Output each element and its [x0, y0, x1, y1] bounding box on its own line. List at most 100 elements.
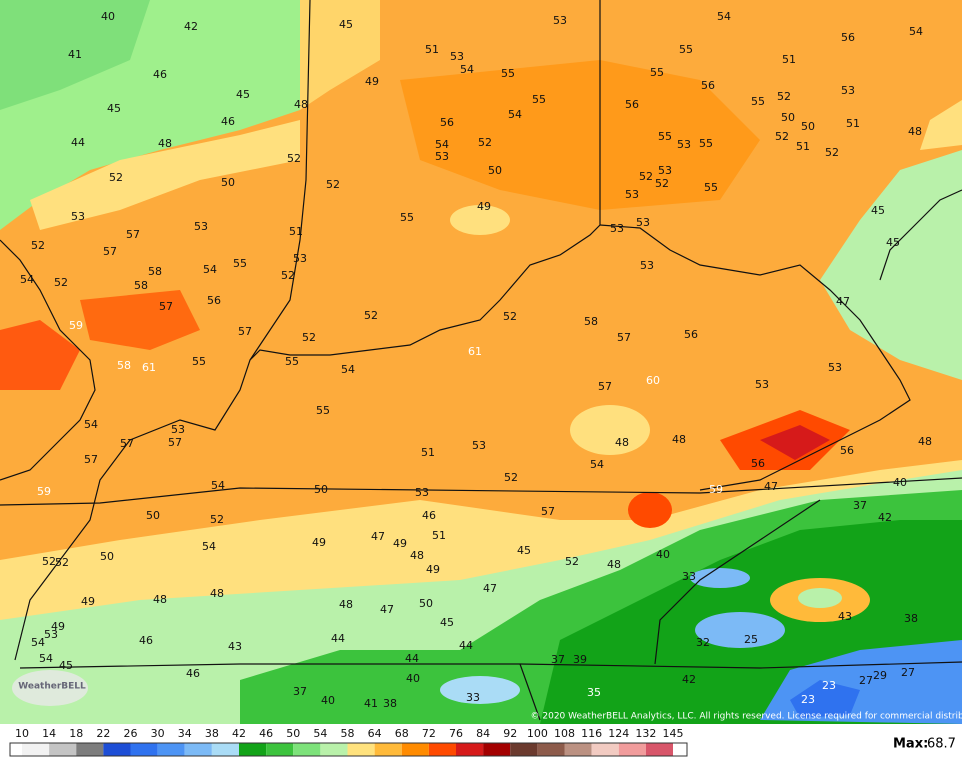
map-value-label: 49 — [477, 200, 491, 213]
mild-area — [30, 120, 300, 230]
map-value-label: 39 — [573, 653, 587, 666]
map-value-label: 48 — [410, 549, 424, 562]
map-value-label: 48 — [918, 435, 932, 448]
map-value-label: 52 — [565, 555, 579, 568]
map-value-label: 54 — [31, 636, 45, 649]
map-value-label: 45 — [339, 18, 353, 31]
map-value-label: 49 — [365, 75, 379, 88]
map-value-label: 48 — [210, 587, 224, 600]
legend-tick-label: 10 — [15, 727, 29, 740]
legend-tick-label: 76 — [449, 727, 463, 740]
map-value-label: 46 — [422, 509, 436, 522]
map-value-label: 53 — [71, 210, 85, 223]
map-value-label: 49 — [312, 536, 326, 549]
map-value-label: 49 — [393, 537, 407, 550]
map-value-label: 52 — [655, 177, 669, 190]
warm-area — [798, 588, 842, 608]
map-value-label: 47 — [371, 530, 385, 543]
map-value-label: 57 — [598, 380, 612, 393]
map-value-label: 55 — [400, 211, 414, 224]
map-value-label: 51 — [782, 53, 796, 66]
legend-tick-label: 145 — [663, 727, 684, 740]
map-value-label: 46 — [221, 115, 235, 128]
map-value-label: 55 — [233, 257, 247, 270]
legend-swatch — [483, 743, 511, 756]
map-value-label: 45 — [107, 102, 121, 115]
map-value-label: 53 — [610, 222, 624, 235]
map-value-label: 54 — [20, 273, 34, 286]
state-borders — [0, 0, 962, 721]
border — [0, 477, 962, 506]
map-value-label: 49 — [426, 563, 440, 576]
map-value-label: 43 — [838, 610, 852, 623]
map-value-label: 50 — [488, 164, 502, 177]
map-value-label: 52 — [287, 152, 301, 165]
map-value-label: 55 — [751, 95, 765, 108]
map-value-label: 44 — [405, 652, 419, 665]
legend-tick-label: 68 — [395, 727, 409, 740]
map-value-label: 57 — [84, 453, 98, 466]
map-value-label: 57 — [126, 228, 140, 241]
map-value-label: 38 — [904, 612, 918, 625]
map-value-label: 53 — [435, 150, 449, 163]
map-value-label: 57 — [159, 300, 173, 313]
map-value-label: 56 — [840, 444, 854, 457]
map-value-label: 37 — [293, 685, 307, 698]
map-value-label: 53 — [194, 220, 208, 233]
map-value-label: 55 — [316, 404, 330, 417]
map-value-label: 52 — [825, 146, 839, 159]
map-value-label: 45 — [59, 659, 73, 672]
map-value-label: 51 — [421, 446, 435, 459]
legend-tick-label: 18 — [69, 727, 83, 740]
map-value-label: 57 — [103, 245, 117, 258]
legend-tick-label: 108 — [554, 727, 575, 740]
map-value-label: 59 — [709, 483, 723, 496]
map-value-label: 42 — [184, 20, 198, 33]
map-value-label: 50 — [314, 483, 328, 496]
map-value-label: 56 — [207, 294, 221, 307]
map-value-label: 48 — [672, 433, 686, 446]
map-value-label: 48 — [158, 137, 172, 150]
map-value-label: 55 — [704, 181, 718, 194]
mild-area — [450, 205, 510, 235]
map-value-label: 41 — [68, 48, 82, 61]
hot-area — [0, 320, 80, 390]
map-value-label: 52 — [503, 310, 517, 323]
map-value-label: 53 — [828, 361, 842, 374]
map-value-label: 52 — [210, 513, 224, 526]
map-value-label: 44 — [331, 632, 345, 645]
map-value-label: 50 — [146, 509, 160, 522]
map-value-label: 54 — [39, 652, 53, 665]
legend-swatch — [564, 743, 592, 756]
map-value-label: 33 — [682, 570, 696, 583]
map-value-label: 52 — [504, 471, 518, 484]
map-value-label: 53 — [755, 378, 769, 391]
map-value-label: 55 — [650, 66, 664, 79]
legend-frame — [9, 742, 688, 757]
legend-tick-label: 14 — [42, 727, 56, 740]
legend-tick-label: 54 — [313, 727, 327, 740]
map-value-label: 42 — [878, 511, 892, 524]
cool-area — [0, 0, 150, 110]
map-value-label: 52 — [639, 170, 653, 183]
legend-swatch — [266, 743, 294, 756]
map-value-label: 51 — [846, 117, 860, 130]
map-value-label: 52 — [54, 276, 68, 289]
map-value-label: 54 — [435, 138, 449, 151]
map-value-label: 48 — [615, 436, 629, 449]
map-value-label: 57 — [541, 505, 555, 518]
legend-swatch — [618, 743, 646, 756]
border — [519, 663, 541, 721]
map-value-label: 45 — [517, 544, 531, 557]
map-value-label: 38 — [383, 697, 397, 710]
map-value-label: 45 — [236, 88, 250, 101]
map-value-label: 50 — [801, 120, 815, 133]
map-value-label: 52 — [31, 239, 45, 252]
border — [14, 0, 311, 661]
map-value-label: 51 — [796, 140, 810, 153]
legend-swatch — [293, 743, 321, 756]
copyright: © 2020 WeatherBELL Analytics, LLC. All r… — [531, 712, 962, 722]
mild-area — [570, 405, 650, 455]
map-value-label: 51 — [432, 529, 446, 542]
legend-tick-label: 30 — [151, 727, 165, 740]
